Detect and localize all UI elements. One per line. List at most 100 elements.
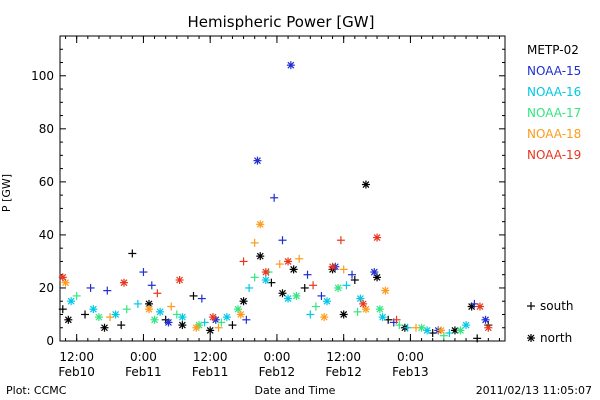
marker-stroke [362, 181, 370, 188]
plot-frame-group [59, 35, 506, 342]
plot-timestamp: 2011/02/13 11:05:07 [476, 384, 592, 397]
noaa-16-point-north [89, 305, 98, 314]
noaa-16-point-south [342, 281, 351, 290]
noaa-19-point-south [392, 315, 401, 324]
marker-stroke [284, 295, 292, 302]
noaa-17-point-south [311, 302, 320, 311]
noaa-19-point-north [119, 278, 128, 287]
marker-stroke [527, 334, 535, 342]
marker-stroke [101, 324, 108, 332]
metp-02-point-north [178, 321, 187, 330]
x-tick-date: Feb11 [125, 365, 162, 379]
noaa-16-point-north [67, 297, 76, 306]
noaa-19-point-south [239, 257, 248, 266]
noaa-17-point-north [456, 326, 465, 335]
noaa-18-point-south [295, 254, 304, 263]
marker-stroke [176, 276, 184, 284]
north-marker-icon [527, 334, 535, 342]
marker-stroke [362, 305, 370, 313]
noaa-15-point-south [303, 270, 312, 279]
marker-stroke [237, 311, 245, 318]
noaa-15-point-north [286, 61, 295, 70]
noaa-17-point-south [217, 318, 226, 327]
noaa-19-point-north [484, 323, 493, 332]
plot-credit: Plot: CCMC [6, 384, 67, 397]
noaa-19-point-north [328, 262, 337, 271]
y-tick-label: 60 [39, 175, 54, 189]
noaa-17-point-south [250, 273, 259, 282]
marker-stroke [370, 268, 378, 276]
marker-stroke [165, 319, 172, 326]
x-tick-date: Feb11 [192, 365, 229, 379]
y-tick-label: 80 [39, 122, 54, 136]
marker-stroke [256, 252, 264, 260]
noaa-15-point-north [481, 315, 490, 324]
marker-stroke [59, 273, 67, 281]
noaa-16-point-north [378, 313, 387, 322]
noaa-16-point-south [445, 329, 454, 338]
noaa-19-point-north [208, 313, 217, 322]
noaa-18-point-north [256, 220, 265, 229]
data-points [58, 61, 493, 343]
noaa-19-point-north [175, 276, 184, 284]
metp-02-point-south [300, 283, 309, 292]
marker-stroke [279, 289, 286, 297]
noaa-16-point-north [323, 297, 331, 306]
noaa-18-point-south [412, 323, 420, 332]
marker-stroke [379, 313, 387, 321]
marker-stroke [334, 284, 342, 292]
noaa-16-point-north [156, 307, 165, 316]
marker-stroke [451, 326, 459, 334]
x-tick-label: 0:00 [130, 350, 157, 364]
noaa-18-point-south [275, 260, 284, 269]
marker-stroke [457, 326, 464, 334]
marker-stroke [340, 311, 348, 318]
marker-stroke [423, 326, 431, 334]
marker-stroke [468, 303, 476, 310]
marker-legend-label: north [540, 331, 572, 345]
metp-02-point-north [339, 310, 348, 319]
noaa-15-point-south [242, 315, 251, 324]
noaa-16-point-north [356, 294, 365, 303]
marker-stroke [290, 265, 298, 273]
marker-stroke [234, 305, 242, 313]
marker-stroke [240, 297, 247, 305]
marker-stroke [120, 279, 128, 287]
legend-entry: METP-02 [527, 43, 579, 57]
plot-frame [59, 35, 506, 342]
y-tick-label: 0 [46, 334, 54, 348]
noaa-16-point-north [111, 310, 120, 319]
noaa-17-point-south [353, 307, 362, 316]
noaa-18-point-south [106, 313, 115, 322]
noaa-17-point-south [122, 305, 131, 314]
legend-entry: NOAA-18 [527, 127, 581, 141]
noaa-18-point-north [437, 326, 446, 335]
noaa-18-point-south [214, 323, 223, 332]
noaa-19-point-north [58, 273, 67, 282]
x-tick-label: 0:00 [397, 350, 424, 364]
noaa-18-point-north [145, 305, 153, 314]
noaa-15-point-north [253, 156, 262, 165]
noaa-15-point-north [164, 318, 173, 327]
marker-stroke [373, 234, 381, 241]
marker-stroke [376, 305, 384, 313]
metp-02-point-north [373, 273, 382, 282]
marker-stroke [262, 276, 270, 284]
x-tick-label: 12:00 [326, 350, 361, 364]
marker-stroke [209, 313, 217, 321]
metp-02-point-north [289, 265, 298, 274]
noaa-17-point-north [375, 305, 384, 314]
noaa-15-point-south [147, 281, 156, 290]
y-ticks: 0 20 40 60 80 100 [31, 35, 505, 348]
metp-02-point-north [239, 297, 248, 306]
marker-stroke [95, 313, 103, 321]
marker-stroke [156, 308, 164, 316]
marker-stroke [359, 300, 367, 308]
south-marker-icon [527, 302, 535, 310]
legend-entry: NOAA-15 [527, 64, 581, 78]
marker-stroke [418, 324, 425, 332]
noaa-19-point-north [261, 268, 270, 277]
noaa-19-point-north [475, 302, 484, 311]
metp-02-point-south [189, 291, 198, 300]
